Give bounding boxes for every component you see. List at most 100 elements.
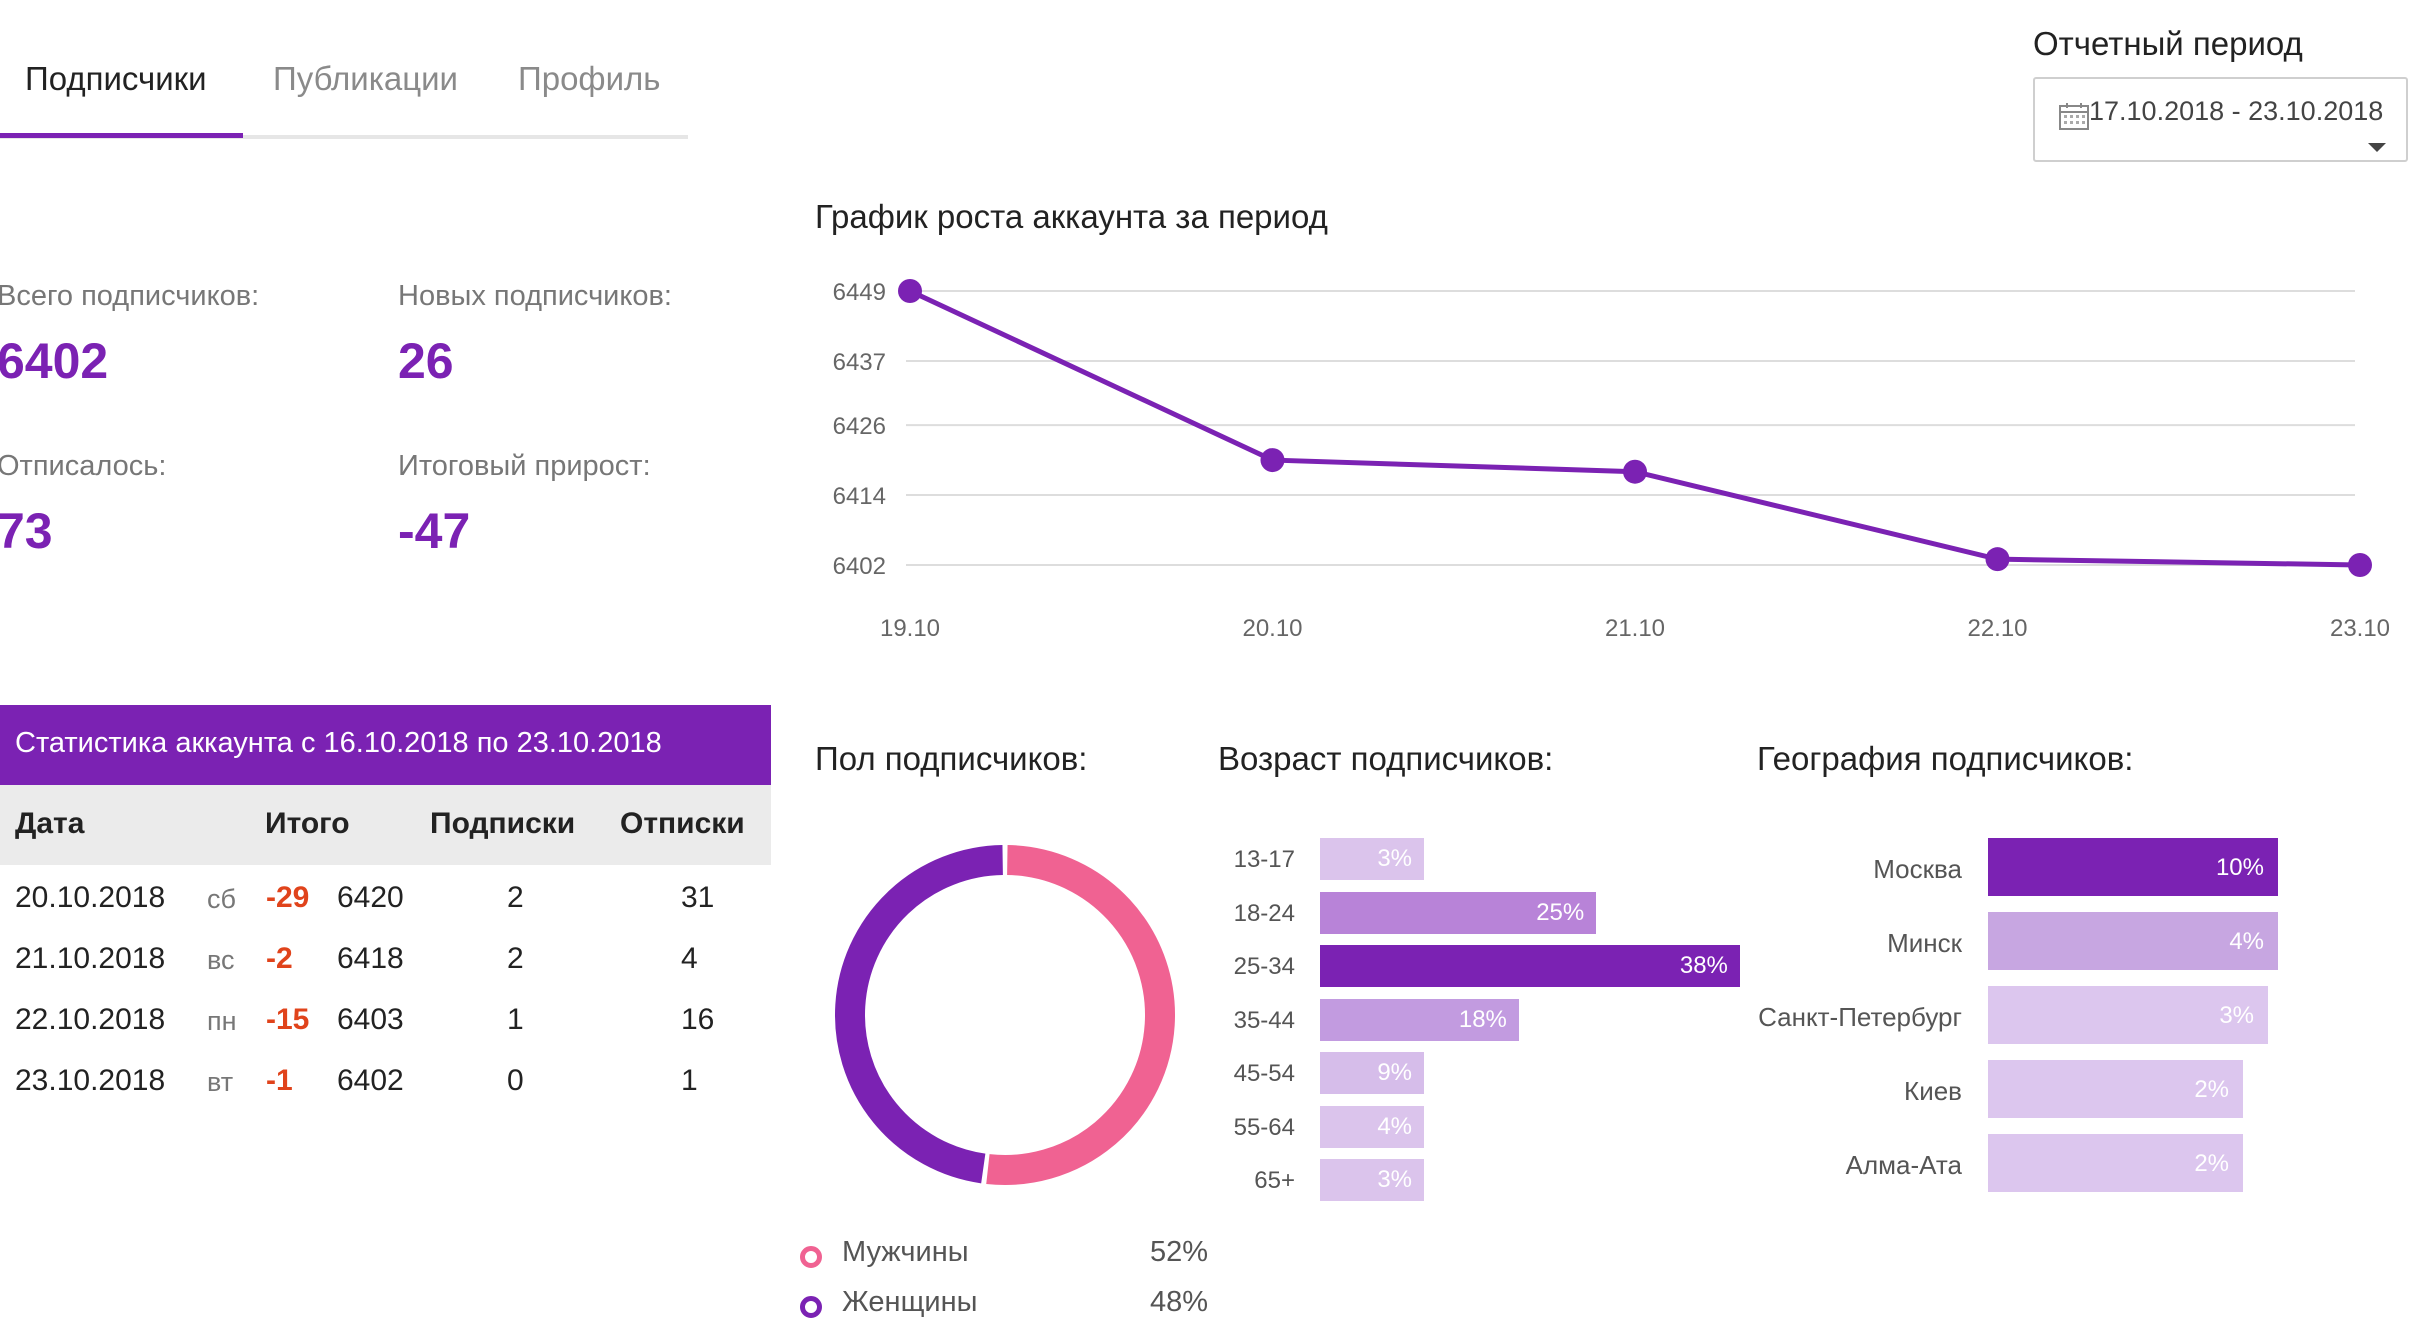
row-total: 6402 bbox=[337, 1064, 404, 1097]
tabs-divider bbox=[0, 135, 688, 139]
legend-value: 52% bbox=[1150, 1236, 1209, 1268]
legend-male: Мужчины 52% bbox=[800, 1236, 1220, 1276]
age-bar-value: 25% bbox=[1536, 898, 1585, 926]
legend-label: Женщины bbox=[842, 1286, 978, 1318]
row-unsubscriptions: 31 bbox=[681, 881, 715, 914]
age-bar: 25% bbox=[1320, 891, 1597, 934]
geo-bar-value: 10% bbox=[2215, 854, 2264, 881]
unsubscribed-label: Отписалось: bbox=[0, 450, 167, 482]
period-title: Отчетный период bbox=[2033, 25, 2303, 62]
geo-bar-value: 2% bbox=[2194, 1150, 2229, 1177]
row-total: 6403 bbox=[337, 1003, 404, 1036]
geo-bar: 2% bbox=[1988, 1060, 2243, 1118]
tab-active-indicator bbox=[0, 133, 243, 138]
age-bar: 9% bbox=[1320, 1052, 1424, 1094]
age-label: 25-34 bbox=[1233, 953, 1295, 980]
x-tick-label: 20.10 bbox=[1242, 615, 1302, 642]
stats-table-header: Статистика аккаунта с 16.10.2018 по 23.1… bbox=[0, 705, 771, 785]
period-value: 17.10.2018 - 23.10.2018 bbox=[2089, 96, 2384, 126]
age-label: 65+ bbox=[1254, 1167, 1295, 1194]
age-bar-value: 4% bbox=[1377, 1112, 1412, 1140]
row-subscriptions: 2 bbox=[507, 942, 524, 975]
unsubscribed-value: 73 bbox=[0, 503, 53, 559]
age-bar-value: 9% bbox=[1377, 1059, 1412, 1086]
y-tick-label: 6437 bbox=[833, 349, 886, 376]
row-unsubscriptions: 4 bbox=[681, 942, 698, 975]
gender-donut-chart bbox=[835, 845, 1175, 1185]
row-weekday: сб bbox=[207, 884, 236, 914]
geo-label: Киев bbox=[1904, 1076, 1962, 1106]
row-difference: -1 bbox=[266, 1064, 293, 1097]
age-title: Возраст подписчиков: bbox=[1218, 740, 1554, 777]
growth-chart-title: График роста аккаунта за период bbox=[815, 198, 1328, 235]
column-subscriptions: Подписки bbox=[430, 807, 576, 840]
row-total: 6418 bbox=[337, 942, 404, 975]
calendar-icon bbox=[2059, 103, 2089, 130]
total-subscribers-value: 6402 bbox=[0, 333, 109, 389]
age-label: 55-64 bbox=[1233, 1113, 1295, 1141]
geo-label: Москва bbox=[1873, 854, 1962, 884]
chevron-down-icon bbox=[2368, 143, 2386, 152]
column-total: Итого bbox=[265, 807, 350, 840]
row-weekday: вс bbox=[207, 945, 235, 975]
geo-bar-value: 2% bbox=[2194, 1076, 2229, 1103]
geo-bar: 2% bbox=[1988, 1134, 2243, 1192]
age-bar-value: 3% bbox=[1377, 845, 1412, 872]
total-subscribers-label: Всего подписчиков: bbox=[0, 280, 260, 312]
x-tick-label: 23.10 bbox=[2330, 615, 2390, 642]
column-date: Дата bbox=[15, 807, 85, 840]
tab-subscribers[interactable]: Подписчики bbox=[25, 60, 207, 97]
age-bar: 3% bbox=[1320, 1159, 1424, 1201]
donut-slice-female bbox=[835, 845, 1003, 1184]
row-difference: -29 bbox=[266, 881, 310, 914]
geo-bar-value: 4% bbox=[2229, 928, 2264, 955]
gender-title: Пол подписчиков: bbox=[815, 740, 1088, 777]
age-bar: 18% bbox=[1320, 998, 1519, 1041]
age-bar: 38% bbox=[1320, 945, 1740, 987]
data-point bbox=[1260, 448, 1285, 473]
geo-bar: 4% bbox=[1988, 912, 2278, 970]
geo-title: География подписчиков: bbox=[1757, 740, 2134, 777]
row-date: 20.10.2018 bbox=[15, 881, 166, 914]
row-weekday: пн bbox=[207, 1006, 237, 1036]
age-bar: 4% bbox=[1320, 1105, 1424, 1148]
tab-profile[interactable]: Профиль bbox=[518, 60, 661, 97]
net-growth-label: Итоговый прирост: bbox=[398, 450, 651, 482]
data-point bbox=[1985, 547, 2010, 572]
y-tick-label: 6414 bbox=[833, 483, 886, 510]
row-difference: -15 bbox=[266, 1003, 310, 1036]
age-label: 13-17 bbox=[1233, 846, 1295, 873]
table-row: 23.10.2018 вт -1 6402 0 1 bbox=[0, 1056, 771, 1116]
column-unsubscriptions: Отписки bbox=[620, 807, 745, 840]
row-unsubscriptions: 16 bbox=[681, 1003, 715, 1036]
row-date: 22.10.2018 bbox=[15, 1003, 166, 1036]
age-label: 35-44 bbox=[1233, 1006, 1295, 1034]
growth-line-chart: 6449 6437 6426 6414 6402 19.10 20.10 21.10 22.10… bbox=[833, 279, 2390, 642]
age-bar-value: 18% bbox=[1458, 1005, 1507, 1033]
geo-bar: 10% bbox=[1988, 838, 2278, 896]
row-subscriptions: 0 bbox=[507, 1064, 524, 1097]
geo-bar-value: 3% bbox=[2219, 1002, 2254, 1029]
legend-label: Мужчины bbox=[842, 1236, 969, 1268]
row-subscriptions: 1 bbox=[507, 1003, 524, 1036]
period-select[interactable]: 17.10.2018 - 23.10.2018 bbox=[2033, 77, 2408, 162]
stats-table-title: Статистика аккаунта с 16.10.2018 по 23.1… bbox=[15, 727, 662, 759]
data-point bbox=[1623, 459, 1647, 484]
row-date: 21.10.2018 bbox=[15, 942, 166, 975]
stats-table-columns: Дата Итого Подписки Отписки bbox=[0, 785, 771, 865]
tab-publications[interactable]: Публикации bbox=[273, 60, 458, 97]
x-tick-label: 22.10 bbox=[1967, 615, 2027, 642]
age-label: 18-24 bbox=[1233, 899, 1295, 927]
row-unsubscriptions: 1 bbox=[681, 1064, 698, 1097]
age-bar-value: 38% bbox=[1679, 952, 1728, 979]
series-line bbox=[908, 288, 2361, 568]
donut-slice-male bbox=[986, 845, 1175, 1185]
row-total: 6420 bbox=[337, 881, 404, 914]
table-row: 20.10.2018 сб -29 6420 2 31 bbox=[0, 873, 771, 933]
net-growth-value: -47 bbox=[398, 503, 471, 559]
legend-female: Женщины 48% bbox=[800, 1286, 1220, 1326]
legend-dot-male bbox=[800, 1246, 822, 1268]
geo-label: Алма-Ата bbox=[1845, 1150, 1962, 1180]
table-row: 22.10.2018 пн -15 6403 1 16 bbox=[0, 995, 771, 1055]
data-point bbox=[898, 279, 922, 303]
